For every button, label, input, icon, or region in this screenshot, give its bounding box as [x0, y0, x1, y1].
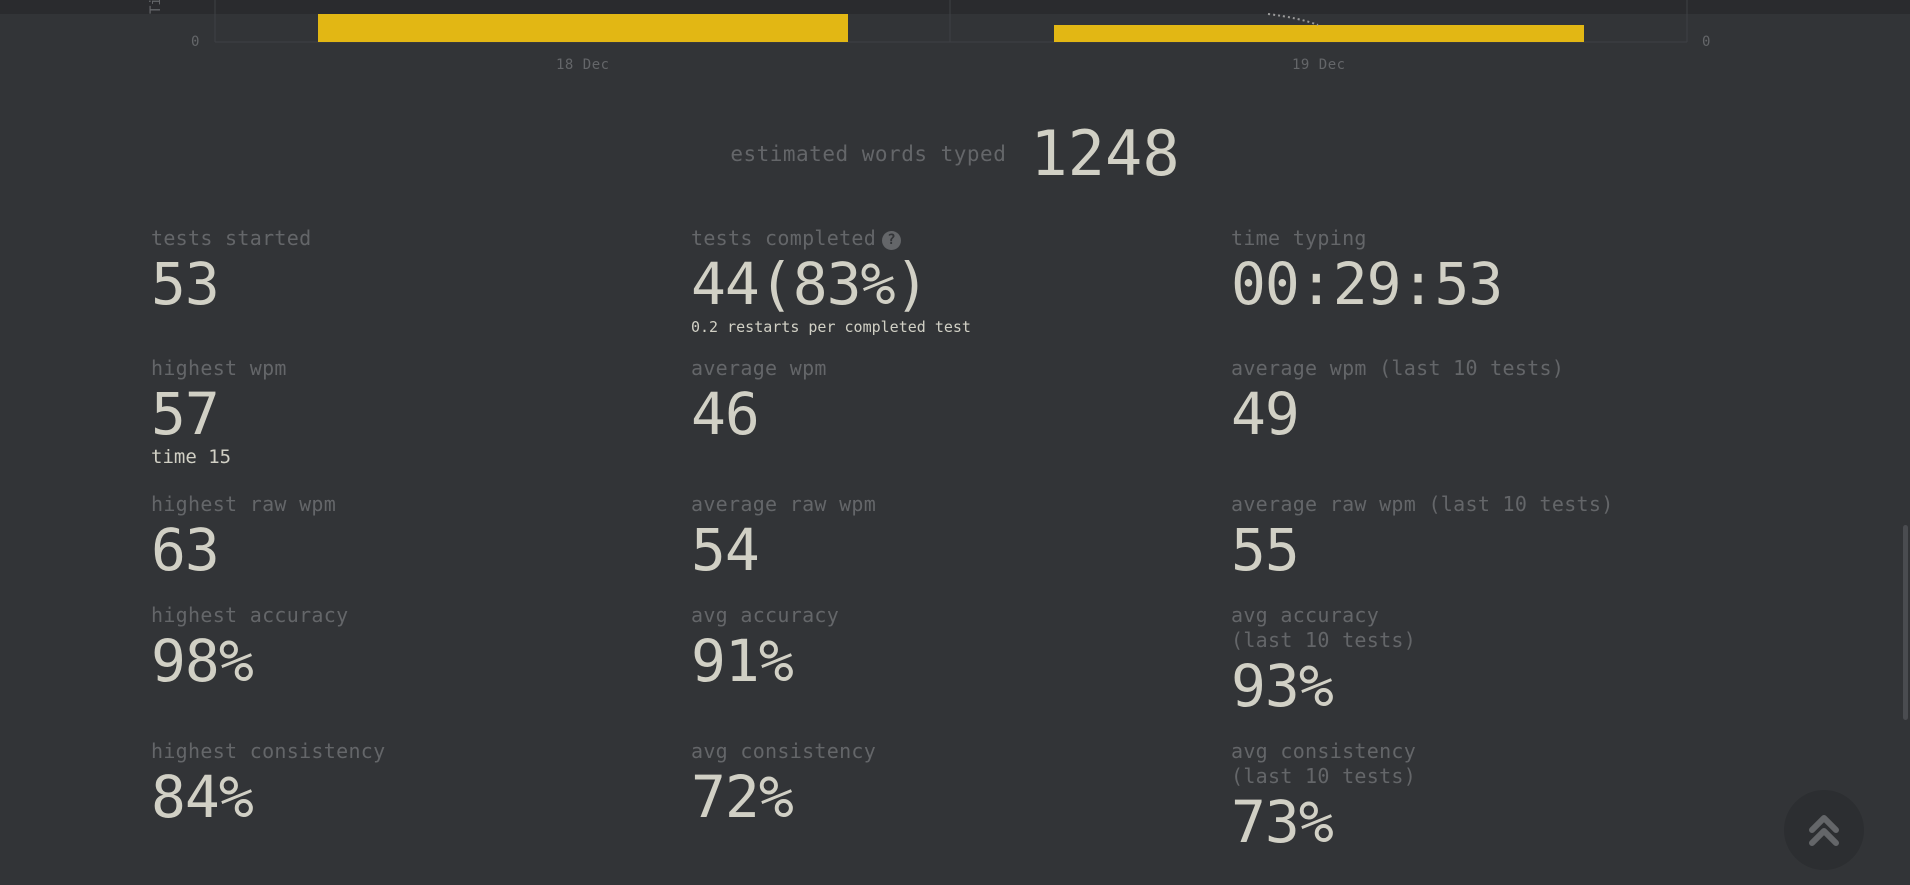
- stat-value: 49: [1231, 380, 1300, 448]
- stat-highest-accuracy: highest accuracy 98%: [151, 603, 651, 694]
- stat-tests-started: tests started 53: [151, 226, 651, 317]
- stat-label-line2: (last 10 tests): [1231, 628, 1417, 652]
- stat-label: average raw wpm: [691, 492, 877, 516]
- stat-tests-completed: tests completed? 44(83%) 0.2 restarts pe…: [691, 226, 1191, 337]
- stat-label: tests started: [151, 226, 312, 250]
- stat-label: tests completed?: [691, 226, 1191, 251]
- bar-19-dec: [1054, 25, 1584, 42]
- stat-label: avg accuracy: [691, 603, 840, 627]
- restarts-per-test: 0.2 restarts per completed test: [691, 318, 971, 336]
- top-bar: [0, 0, 1910, 14]
- stat-label: avg consistency: [1231, 739, 1417, 763]
- stat-label: average wpm (last 10 tests): [1231, 356, 1565, 380]
- stat-label: highest consistency: [151, 739, 386, 763]
- activity-chart: Tin 0 0 18 Dec 19 Dec: [0, 0, 1910, 80]
- stat-value: 57: [151, 380, 220, 448]
- stat-highest-wpm: highest wpm 57 time 15: [151, 356, 651, 467]
- bar-18-dec: [318, 14, 848, 42]
- stat-value: 53: [151, 250, 220, 318]
- double-chevron-up-icon: [1809, 815, 1839, 846]
- question-circle-icon[interactable]: ?: [882, 231, 902, 250]
- stat-label: highest accuracy: [151, 603, 349, 627]
- stat-average-wpm-last10: average wpm (last 10 tests) 49: [1231, 356, 1731, 447]
- words-typed-label: estimated words typed: [730, 142, 1007, 166]
- scrollbar-thumb[interactable]: [1903, 525, 1908, 720]
- stat-label: avg consistency: [691, 739, 877, 763]
- stat-label: highest wpm: [151, 356, 287, 380]
- stat-value: 55: [1231, 516, 1300, 584]
- stat-label: average wpm: [691, 356, 827, 380]
- x-tick-18-dec: 18 Dec: [556, 57, 610, 73]
- stat-value: 73%: [1231, 788, 1334, 856]
- y-axis-label: Tin: [148, 0, 164, 14]
- stat-value: 72%: [691, 763, 794, 831]
- stat-label: average raw wpm (last 10 tests): [1231, 492, 1614, 516]
- stat-value: 00:29:53: [1231, 250, 1503, 318]
- scroll-to-top-button[interactable]: [1784, 790, 1864, 870]
- stat-avg-consistency: avg consistency 72%: [691, 739, 1191, 830]
- stat-time-typing: time typing 00:29:53: [1231, 226, 1731, 317]
- stat-value: 93%: [1231, 652, 1334, 720]
- stat-value: 63: [151, 516, 220, 584]
- stat-label-line2: (last 10 tests): [1231, 764, 1417, 788]
- stat-label: highest raw wpm: [151, 492, 337, 516]
- stat-value: 91%: [691, 627, 794, 695]
- stat-value: 98%: [151, 627, 254, 695]
- stat-avg-accuracy: avg accuracy 91%: [691, 603, 1191, 694]
- stat-average-wpm: average wpm 46: [691, 356, 1191, 447]
- stat-value: 54: [691, 516, 760, 584]
- stat-value: 44(83%): [691, 250, 929, 318]
- stat-average-raw-wpm-last10: average raw wpm (last 10 tests) 55: [1231, 492, 1731, 583]
- stat-avg-consistency-last10: avg consistency (last 10 tests) 73%: [1231, 739, 1731, 855]
- line-series-fragment: [1267, 13, 1319, 26]
- stat-avg-accuracy-last10: avg accuracy (last 10 tests) 93%: [1231, 603, 1731, 719]
- stat-highest-raw-wpm: highest raw wpm 63: [151, 492, 651, 583]
- words-typed-value: 1248: [1030, 117, 1180, 190]
- estimated-words-typed: estimated words typed 1248: [0, 118, 1910, 190]
- stat-label: time typing: [1231, 226, 1367, 250]
- y-tick-left: 0: [191, 34, 200, 50]
- stat-value: 46: [691, 380, 760, 448]
- stat-highest-consistency: highest consistency 84%: [151, 739, 651, 830]
- stat-average-raw-wpm: average raw wpm 54: [691, 492, 1191, 583]
- stat-label-text: tests completed: [691, 226, 877, 250]
- y-tick-right: 0: [1702, 34, 1711, 50]
- highest-wpm-mode: time 15: [151, 446, 232, 468]
- stat-value: 84%: [151, 763, 254, 831]
- stat-label: avg accuracy: [1231, 603, 1380, 627]
- activity-chart-svg: [214, 0, 1688, 43]
- x-tick-19-dec: 19 Dec: [1292, 57, 1346, 73]
